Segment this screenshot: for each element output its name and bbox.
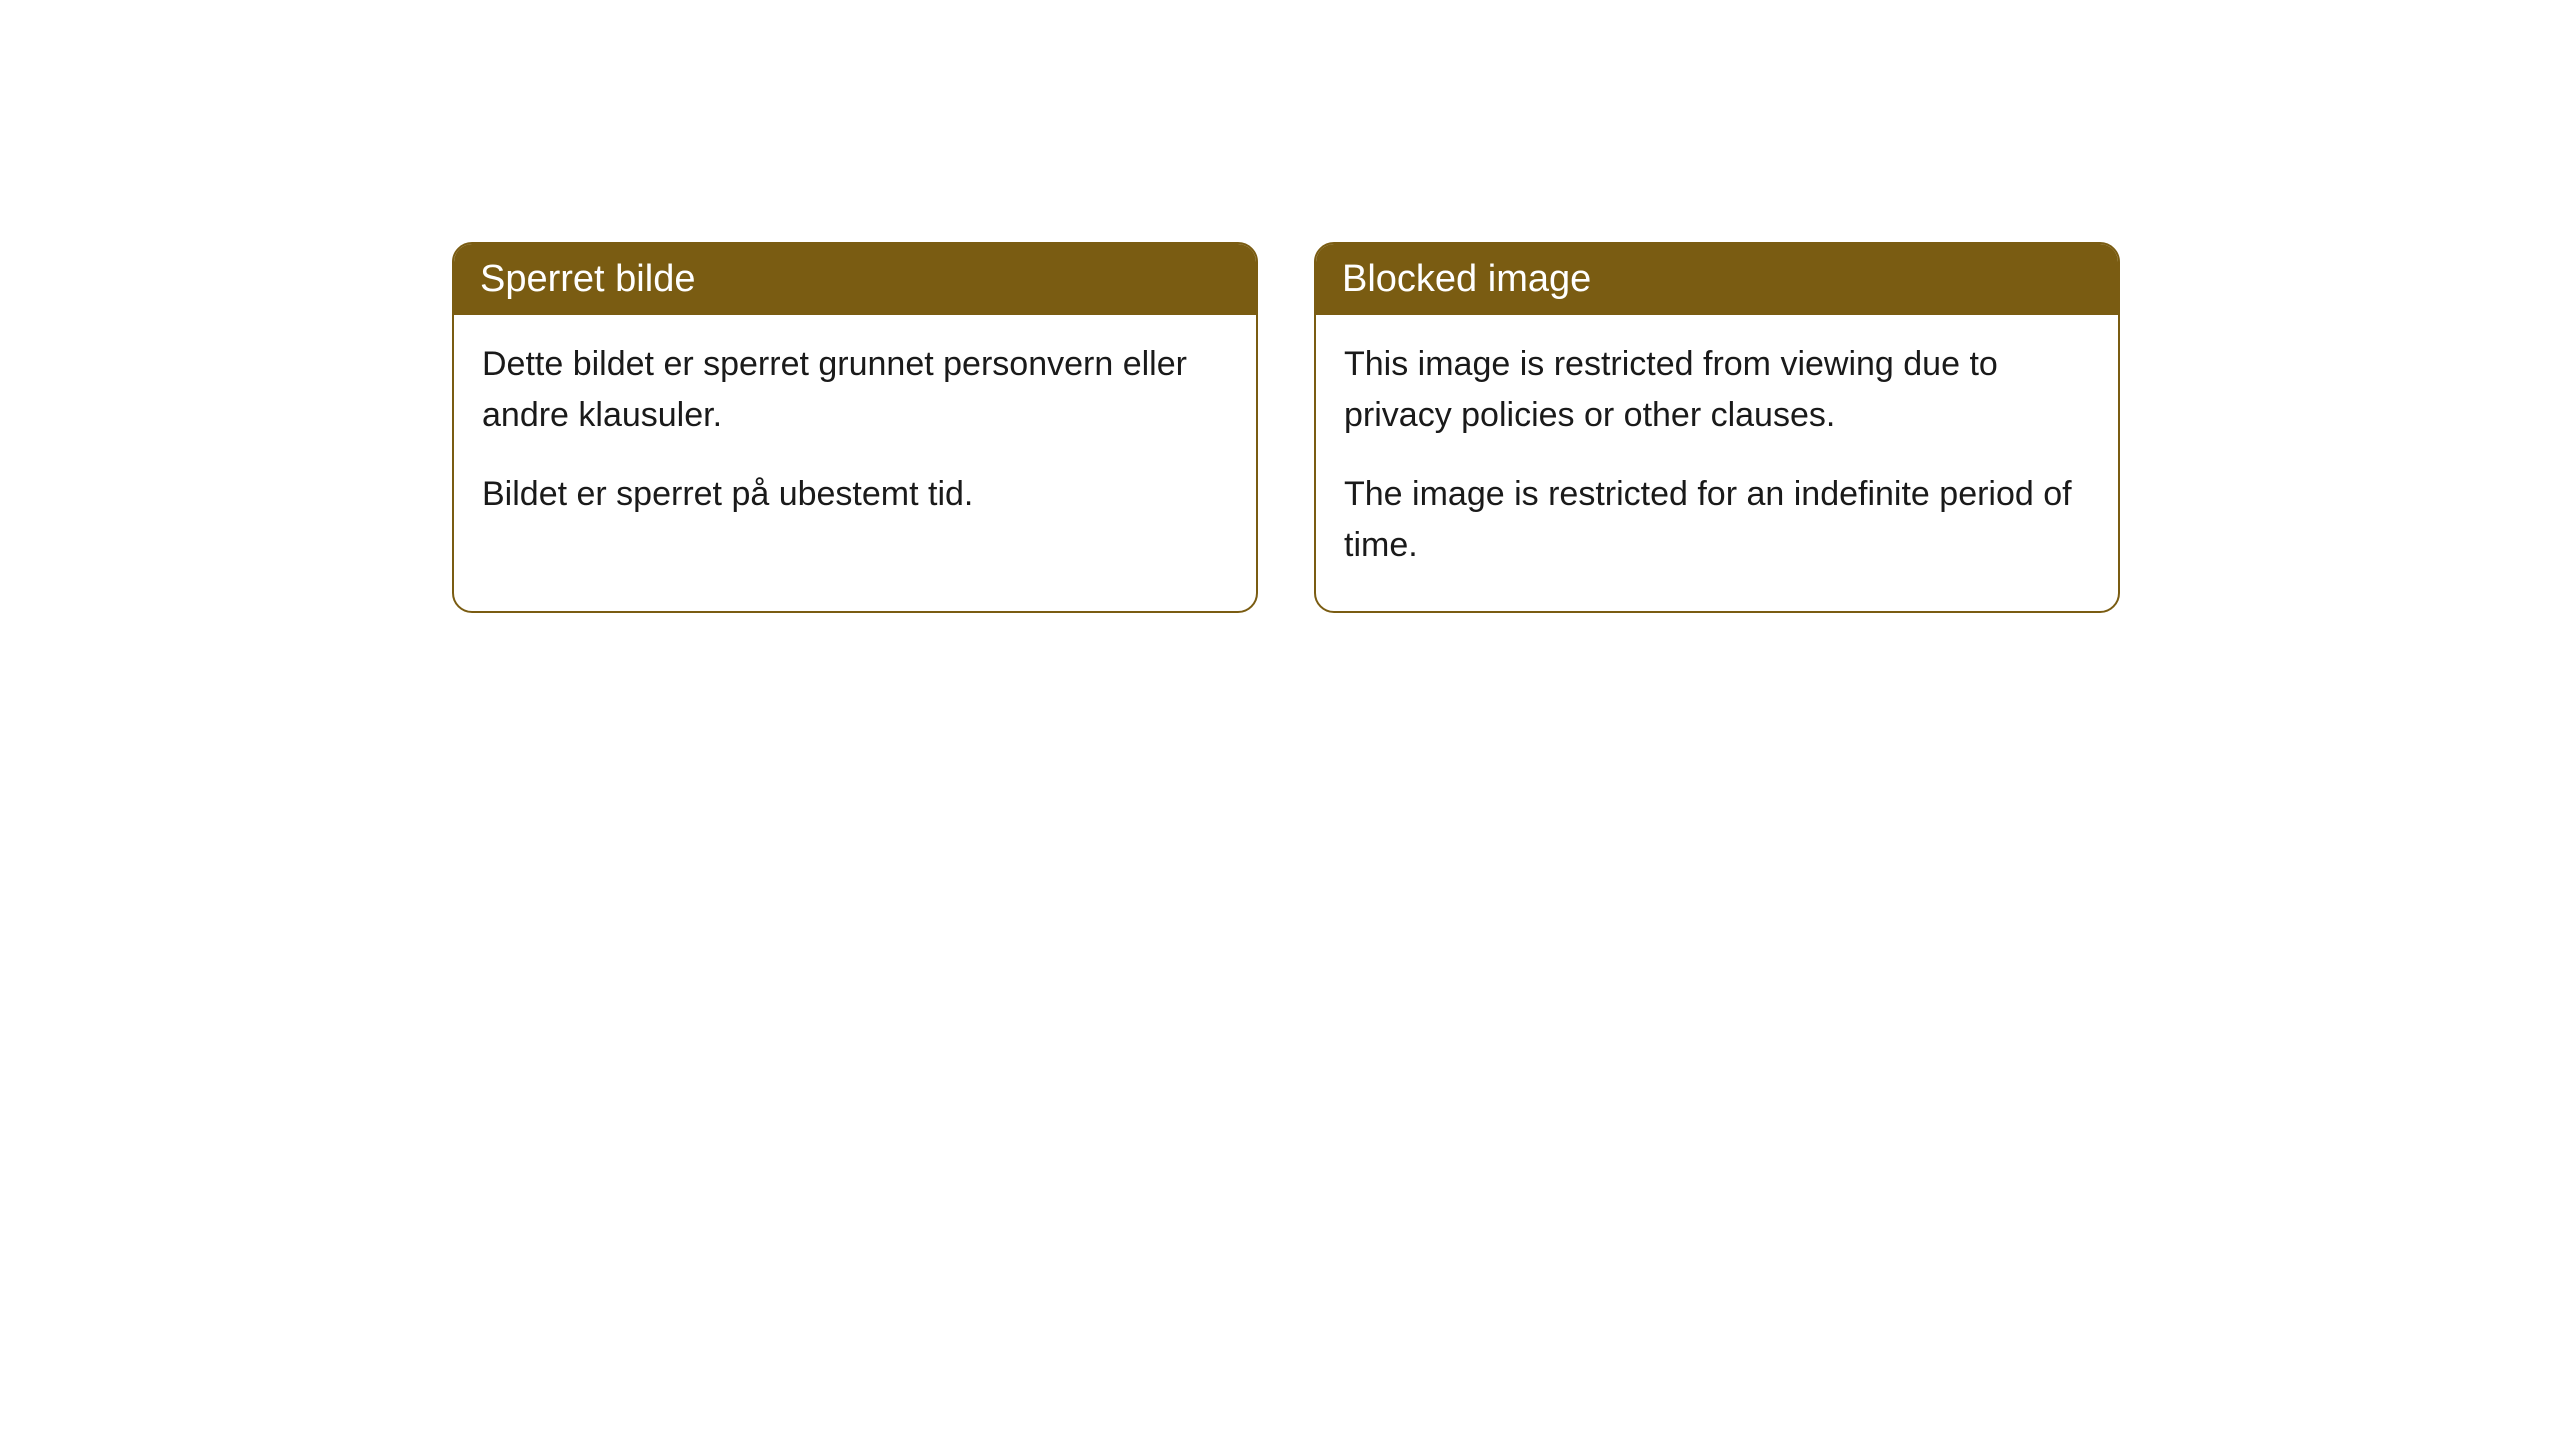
card-body: Dette bildet er sperret grunnet personve… — [454, 315, 1256, 560]
card-header: Blocked image — [1316, 244, 2118, 315]
notice-paragraph: Bildet er sperret på ubestemt tid. — [482, 469, 1228, 520]
notice-card-norwegian: Sperret bilde Dette bildet er sperret gr… — [452, 242, 1258, 613]
notice-paragraph: The image is restricted for an indefinit… — [1344, 469, 2090, 571]
notice-paragraph: This image is restricted from viewing du… — [1344, 339, 2090, 441]
notice-card-english: Blocked image This image is restricted f… — [1314, 242, 2120, 613]
card-title: Blocked image — [1342, 258, 1591, 300]
card-title: Sperret bilde — [480, 258, 695, 300]
card-body: This image is restricted from viewing du… — [1316, 315, 2118, 611]
cards-container: Sperret bilde Dette bildet er sperret gr… — [452, 242, 2120, 613]
card-header: Sperret bilde — [454, 244, 1256, 315]
notice-paragraph: Dette bildet er sperret grunnet personve… — [482, 339, 1228, 441]
